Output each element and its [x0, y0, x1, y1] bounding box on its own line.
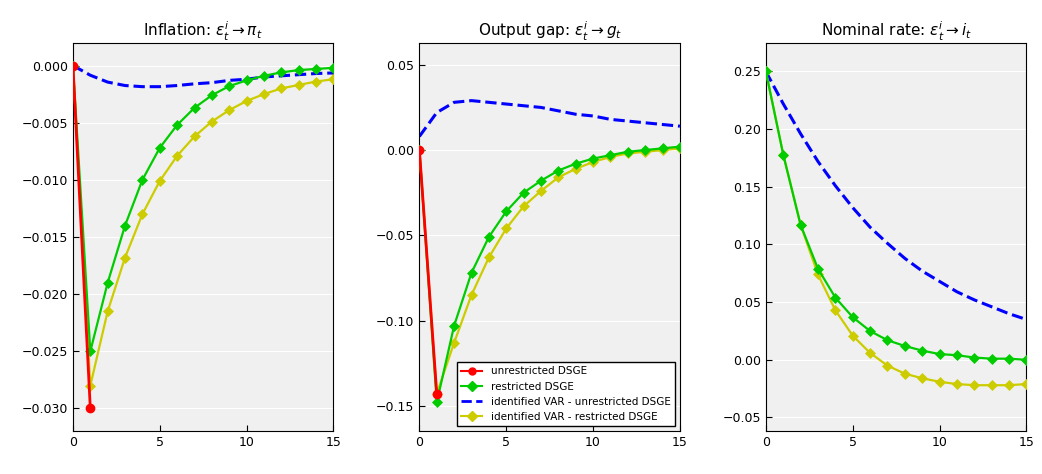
Title: Nominal rate: $\epsilon^i_t \rightarrow i_t$: Nominal rate: $\epsilon^i_t \rightarrow … — [820, 19, 972, 43]
Title: Output gap: $\epsilon^i_t \rightarrow g_t$: Output gap: $\epsilon^i_t \rightarrow g_… — [477, 19, 622, 43]
Legend: unrestricted DSGE, restricted DSGE, identified VAR - unrestricted DSGE, identifi: unrestricted DSGE, restricted DSGE, iden… — [457, 362, 675, 426]
Title: Inflation: $\epsilon^i_t \rightarrow \pi_t$: Inflation: $\epsilon^i_t \rightarrow \pi… — [144, 19, 263, 43]
